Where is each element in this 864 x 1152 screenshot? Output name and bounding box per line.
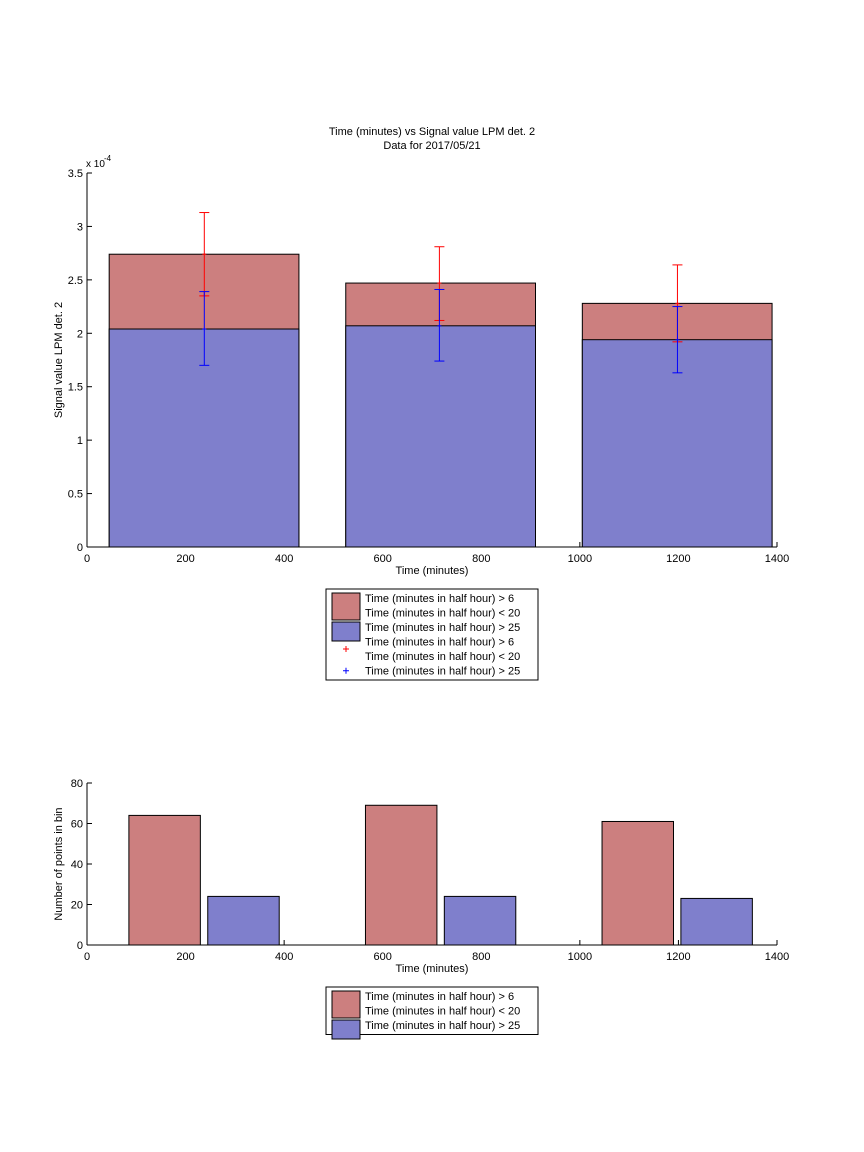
count-bar-red	[601, 820, 674, 946]
legend-swatch-blue	[331, 1019, 361, 1040]
x-axis-label: Time (minutes)	[396, 963, 469, 975]
chart-title: Time (minutes) vs Signal value LPM det. …	[329, 126, 535, 138]
count-chart-legend: Time (minutes in half hour) > 6 Time (min…	[325, 986, 539, 1040]
x-tick-label: 1000	[568, 951, 592, 963]
x-tick-label: 400	[275, 553, 293, 565]
legend-swatch-red	[331, 592, 361, 621]
y-axis-label: Number of points in bin	[53, 807, 65, 920]
x-tick-label: 800	[472, 553, 490, 565]
y-tick-label: 0	[77, 542, 83, 554]
legend-swatch-blue	[331, 621, 361, 642]
x-tick-label: 800	[472, 951, 490, 963]
y-tick-label: 60	[71, 819, 83, 831]
y-tick-label: 80	[71, 778, 83, 790]
legend-entry-label: Time (minutes in half hour) > 25	[365, 1020, 520, 1032]
count-bar-blue	[680, 897, 753, 946]
x-tick-label: 200	[176, 951, 194, 963]
legend-entry-label: Time (minutes in half hour) > 25	[365, 622, 520, 634]
x-tick-label: 1200	[666, 951, 690, 963]
count-bar-chart: 0 200 400 600 800 1000 1200 1400 0 20 40 60 80 Time (…	[53, 778, 789, 975]
y-exponent-label: x 10	[86, 159, 105, 170]
legend-box	[325, 986, 539, 1035]
y-exponent-power: -4	[104, 154, 112, 163]
y-tick-label: 0	[77, 940, 83, 952]
legend-swatch-red	[331, 990, 361, 1019]
x-tick-label: 400	[275, 951, 293, 963]
legend-entry-label: Time (minutes in half hour) > 25	[365, 666, 520, 678]
count-bar-red	[364, 804, 438, 946]
x-tick-label: 200	[176, 553, 194, 565]
y-tick-label: 20	[71, 900, 83, 912]
y-tick-label: 1	[77, 435, 83, 447]
x-tick-label: 1200	[666, 553, 690, 565]
y-tick-label: 2.5	[68, 275, 83, 287]
legend-entry-label: Time (minutes in half hour) > 6	[365, 991, 514, 1003]
x-tick-label: 0	[84, 553, 90, 565]
x-axis-label: Time (minutes)	[396, 565, 469, 577]
count-bar-red	[128, 814, 201, 946]
count-bar-blue	[207, 895, 280, 946]
chart-subtitle: Data for 2017/05/21	[383, 140, 480, 152]
bar-blue	[581, 339, 773, 548]
x-tick-label: 0	[84, 951, 90, 963]
legend-entry-label: Time (minutes in half hour) > 6	[365, 593, 514, 605]
y-tick-label: 3	[77, 221, 83, 233]
y-tick-label: 3.5	[68, 168, 83, 180]
x-tick-label: 1400	[765, 553, 789, 565]
signal-chart-legend: Time (minutes in half hour) > 6 Time (min…	[325, 588, 539, 681]
y-tick-label: 1.5	[68, 382, 83, 394]
y-tick-label: 2	[77, 328, 83, 340]
legend-entry-label: Time (minutes in half hour) < 20	[365, 608, 520, 620]
x-tick-label: 600	[374, 553, 392, 565]
x-tick-label: 1000	[568, 553, 592, 565]
legend-box	[325, 588, 539, 681]
signal-bar-chart: 0 200 400 600 800 1000 1200 1400 0 0.5 1 1.5 2 2.5 3 3.…	[53, 154, 789, 577]
x-tick-label: 1400	[765, 951, 789, 963]
bar-blue	[345, 325, 536, 548]
y-tick-label: 0.5	[68, 489, 83, 501]
legend-entry-label: Time (minutes in half hour) > 6	[365, 637, 514, 649]
y-axis-label: Signal value LPM det. 2	[53, 302, 65, 418]
legend-entry-label: Time (minutes in half hour) < 20	[365, 1006, 520, 1018]
legend-entry-label: Time (minutes in half hour) < 20	[365, 651, 520, 663]
x-tick-label: 600	[374, 951, 392, 963]
y-tick-label: 40	[71, 859, 83, 871]
count-bar-blue	[443, 895, 517, 946]
